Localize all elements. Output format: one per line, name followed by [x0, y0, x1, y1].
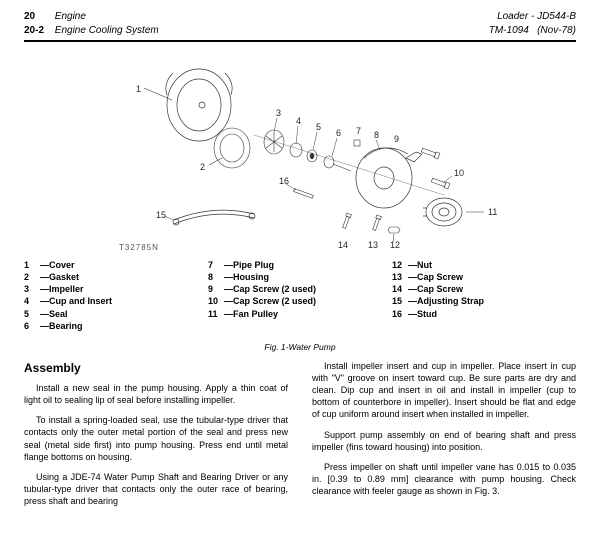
page-number: 20 — [24, 10, 52, 24]
figure-caption: Fig. 1-Water Pump — [24, 342, 576, 352]
parts-list: 1—Cover 2—Gasket 3—Impeller 4—Cup and In… — [24, 259, 576, 332]
callout-6: 6 — [336, 128, 341, 138]
para-r1: Install impeller insert and cup in impel… — [312, 360, 576, 421]
callout-1: 1 — [136, 84, 141, 94]
diagram-ref-code: T32785N — [119, 243, 159, 252]
parts-col-2: 7—Pipe Plug 8—Housing 9—Cap Screw (2 use… — [208, 259, 392, 332]
callout-12: 12 — [390, 240, 400, 250]
callout-11: 11 — [488, 207, 497, 217]
page-header: 20 Engine 20-2 Engine Cooling System Loa… — [24, 10, 576, 38]
callout-5: 5 — [316, 122, 321, 132]
left-column: Assembly Install a new seal in the pump … — [24, 360, 288, 515]
section-heading: Assembly — [24, 360, 288, 376]
section-name: Engine — [55, 11, 86, 22]
subpage-number: 20-2 — [24, 24, 52, 38]
manual-number: TM-1094 — [489, 25, 529, 36]
para-r3: Press impeller on shaft until impeller v… — [312, 461, 576, 497]
callout-4: 4 — [296, 116, 301, 126]
callout-9: 9 — [394, 134, 399, 144]
callout-8: 8 — [374, 130, 379, 140]
parts-col-1: 1—Cover 2—Gasket 3—Impeller 4—Cup and In… — [24, 259, 208, 332]
model-name: Loader - JD544-B — [497, 11, 576, 22]
para-l1: Install a new seal in the pump housing. … — [24, 382, 288, 406]
para-l2: To install a spring-loaded seal, use the… — [24, 414, 288, 463]
header-right: Loader - JD544-B TM-1094 (Nov-78) — [489, 10, 576, 38]
callout-10: 10 — [454, 168, 464, 178]
callout-16: 16 — [279, 176, 289, 186]
manual-date: (Nov-78) — [537, 25, 576, 36]
header-left: 20 Engine 20-2 Engine Cooling System — [24, 10, 159, 38]
para-l3: Using a JDE-74 Water Pump Shaft and Bear… — [24, 471, 288, 507]
callout-7: 7 — [356, 126, 361, 136]
callout-2: 2 — [200, 162, 205, 172]
body-text: Assembly Install a new seal in the pump … — [24, 360, 576, 515]
right-column: Install impeller insert and cup in impel… — [312, 360, 576, 515]
callout-13: 13 — [368, 240, 378, 250]
para-r2: Support pump assembly on end of bearing … — [312, 429, 576, 453]
parts-col-3: 12—Nut 13—Cap Screw 14—Cap Screw 15—Adju… — [392, 259, 576, 332]
header-rule — [24, 40, 576, 42]
subsection-name: Engine Cooling System — [55, 25, 159, 36]
callout-15: 15 — [156, 210, 166, 220]
callout-14: 14 — [338, 240, 348, 250]
callout-3: 3 — [276, 108, 281, 118]
exploded-diagram: 1 2 3 4 5 — [24, 50, 576, 255]
